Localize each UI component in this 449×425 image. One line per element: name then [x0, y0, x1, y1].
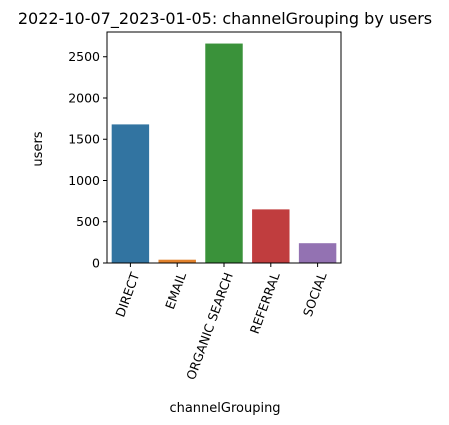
x-tick-label: ORGANIC SEARCH [183, 270, 236, 381]
x-tick-label: REFERRAL [247, 270, 283, 335]
bar-direct [111, 124, 150, 264]
chart-title: 2022-10-07_2023-01-05: channelGrouping b… [18, 9, 432, 29]
y-axis-label: users [31, 131, 46, 166]
y-tick-label: 2500 [68, 49, 100, 64]
y-tick-label: 1500 [68, 132, 100, 147]
plot-frame [106, 31, 342, 264]
x-tick-label: EMAIL [162, 270, 189, 311]
y-tick-label: 2000 [68, 90, 100, 105]
bar-organic-search [205, 43, 243, 263]
bar-email [158, 259, 196, 263]
bar-referral [252, 209, 290, 263]
y-tick-label: 0 [92, 255, 100, 270]
y-tick-label: 500 [76, 214, 100, 229]
y-tick-label: 1000 [68, 173, 100, 188]
y-axis-ticks: 0 500 1000 1500 2000 2500 [68, 49, 107, 270]
bar-social [298, 243, 337, 263]
x-tick-label: DIRECT [112, 270, 142, 319]
x-tick-label: SOCIAL [300, 270, 330, 318]
x-axis-label: channelGrouping [169, 401, 280, 416]
bars-group [111, 43, 337, 264]
